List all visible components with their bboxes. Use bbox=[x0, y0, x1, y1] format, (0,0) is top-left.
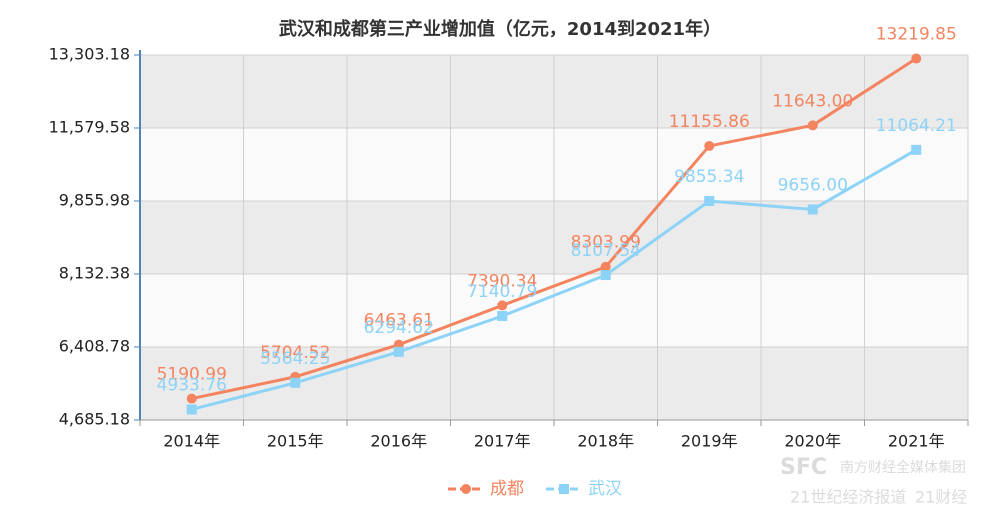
legend-marker bbox=[559, 484, 569, 494]
data-label: 5704.52 bbox=[260, 343, 330, 363]
point bbox=[807, 120, 818, 131]
watermark-text: 21财经 bbox=[915, 488, 967, 507]
x-tick-label: 2018年 bbox=[577, 432, 634, 451]
y-tick-label: 11,579.58 bbox=[49, 118, 130, 137]
data-label: 11064.21 bbox=[876, 116, 957, 136]
legend-label: 武汉 bbox=[588, 479, 622, 499]
point bbox=[807, 204, 818, 215]
y-tick-label: 6,408.78 bbox=[59, 337, 130, 356]
data-label: 7140.79 bbox=[467, 282, 537, 302]
point bbox=[497, 310, 508, 321]
point bbox=[290, 377, 301, 388]
data-label: 4933.76 bbox=[157, 375, 227, 395]
data-label: 5190.99 bbox=[157, 365, 227, 385]
point bbox=[186, 404, 197, 415]
watermark: SFC 南方财经全媒体集团 21世纪经济报道 21财经 bbox=[780, 455, 967, 507]
data-label: 5564.25 bbox=[260, 349, 330, 369]
data-label: 6463.61 bbox=[364, 311, 434, 331]
point bbox=[497, 300, 508, 311]
point bbox=[704, 140, 715, 151]
point bbox=[911, 53, 922, 64]
x-tick-label: 2016年 bbox=[370, 432, 427, 451]
data-label: 7390.34 bbox=[467, 271, 537, 291]
data-label: 11643.00 bbox=[772, 91, 853, 111]
point bbox=[911, 144, 922, 155]
point bbox=[393, 346, 404, 357]
data-label: 9656.00 bbox=[778, 175, 848, 195]
x-tick-label: 2017年 bbox=[474, 432, 531, 451]
data-label: 11155.86 bbox=[669, 112, 750, 132]
x-tick-label: 2019年 bbox=[681, 432, 738, 451]
series-line bbox=[191, 57, 918, 401]
legend-marker bbox=[461, 484, 471, 494]
data-label: 9855.34 bbox=[674, 167, 744, 187]
point bbox=[600, 270, 611, 281]
data-label: 8303.99 bbox=[571, 233, 641, 253]
x-tick-label: 2021年 bbox=[888, 432, 945, 451]
watermark-text: 21世纪经济报道 bbox=[790, 488, 906, 507]
point bbox=[600, 261, 611, 272]
y-tick-label: 9,855.98 bbox=[59, 191, 130, 210]
chart-title: 武汉和成都第三产业增加值（亿元，2014到2021年） bbox=[279, 18, 721, 40]
x-tick-label: 2015年 bbox=[267, 432, 324, 451]
x-tick-label: 2014年 bbox=[163, 432, 220, 451]
x-tick-label: 2020年 bbox=[784, 432, 841, 451]
data-label: 13219.85 bbox=[876, 25, 957, 45]
y-tick-label: 8,132.38 bbox=[59, 264, 130, 283]
point bbox=[186, 393, 197, 404]
legend-label: 成都 bbox=[490, 479, 524, 499]
data-label: 6294.62 bbox=[364, 318, 434, 338]
data-label: 8107.54 bbox=[571, 241, 641, 261]
y-tick-label: 4,685.18 bbox=[59, 410, 130, 429]
y-tick-label: 13,303.18 bbox=[49, 45, 130, 64]
watermark-text: SFC bbox=[780, 455, 827, 480]
point bbox=[704, 196, 715, 207]
watermark-text: 南方财经全媒体集团 bbox=[840, 459, 966, 476]
series-line bbox=[191, 148, 917, 411]
